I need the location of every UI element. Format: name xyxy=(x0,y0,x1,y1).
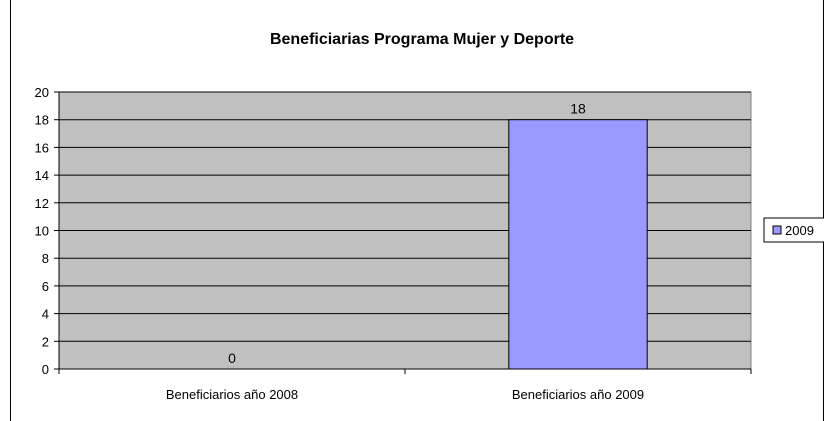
y-tick-label: 2 xyxy=(42,334,49,349)
y-tick-label: 16 xyxy=(35,140,49,155)
bar xyxy=(508,119,648,370)
y-tick-label: 4 xyxy=(42,307,49,322)
y-tick-label: 8 xyxy=(42,251,49,266)
x-category-label: Beneficiarios año 2009 xyxy=(512,387,644,402)
y-tick-label: 10 xyxy=(35,224,49,239)
legend: 2009 xyxy=(763,217,824,243)
chart-title: Beneficiarias Programa Mujer y Deporte xyxy=(270,31,574,48)
y-tick-label: 14 xyxy=(35,168,49,183)
data-label: 0 xyxy=(228,350,236,366)
y-tick-label: 12 xyxy=(35,196,49,211)
legend-label: 2009 xyxy=(785,223,814,238)
y-tick-label: 20 xyxy=(35,85,49,100)
legend-swatch xyxy=(772,225,782,235)
y-tick-label: 18 xyxy=(35,113,49,128)
data-label: 18 xyxy=(570,101,586,117)
plot-area: 0 2 4 6 8 10 12 14 16 18 20 0 Beneficiarios año 2008… xyxy=(35,85,752,402)
y-tick-label: 6 xyxy=(42,279,49,294)
y-tick-label: 0 xyxy=(42,362,49,377)
x-category-label: Beneficiarios año 2008 xyxy=(166,387,298,402)
